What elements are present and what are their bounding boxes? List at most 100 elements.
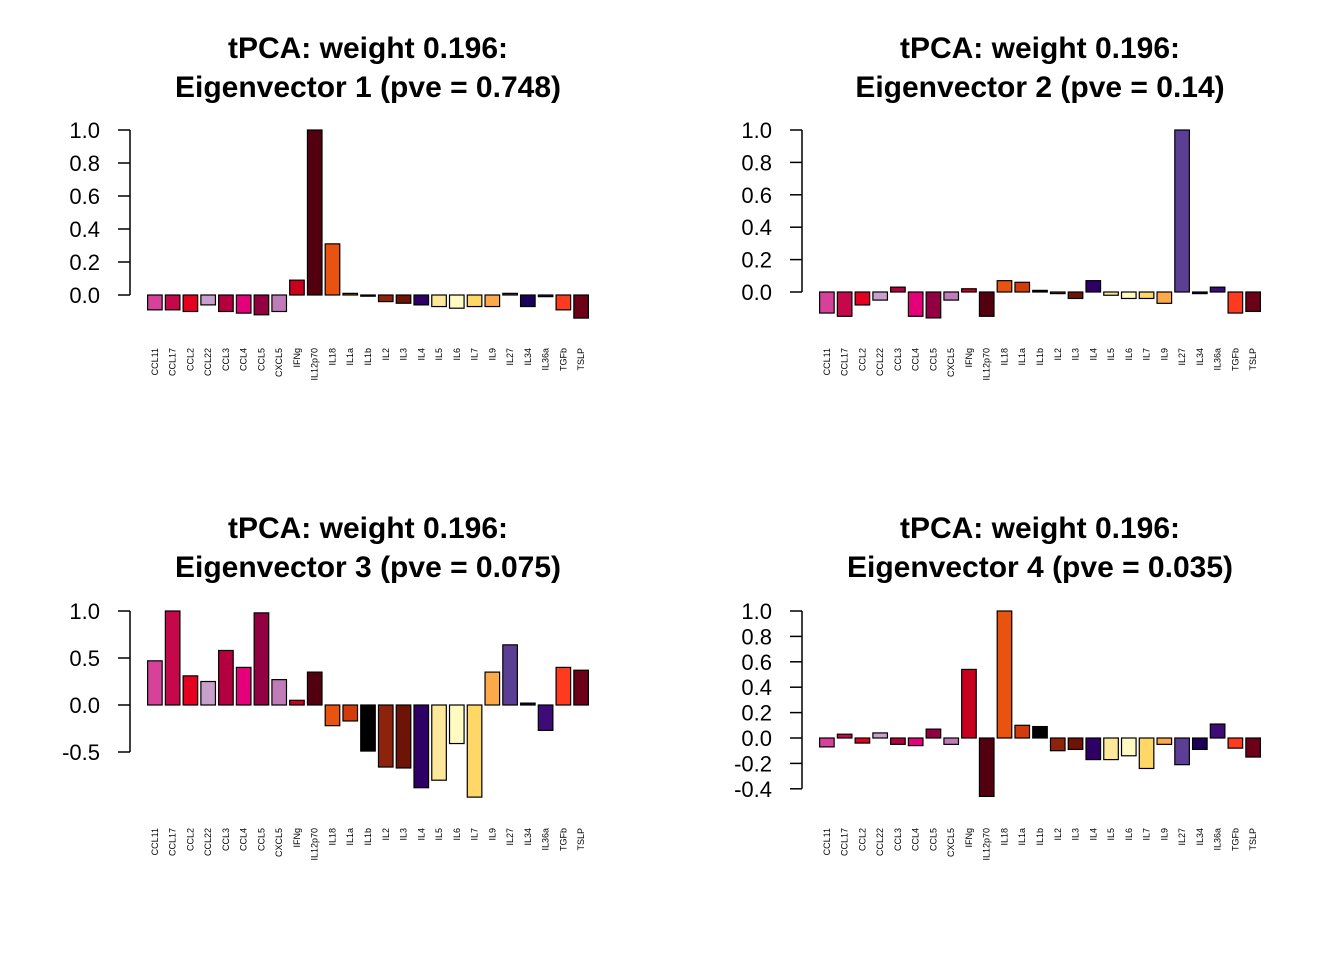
bar-CCL3 xyxy=(890,286,906,293)
bar-IL3 xyxy=(395,704,412,769)
bar-CCL2 xyxy=(182,675,199,706)
bar-IL12p70 xyxy=(978,737,995,798)
bar-IL5 xyxy=(431,294,447,308)
bar-IL1b xyxy=(1032,725,1048,739)
bar-CCL11 xyxy=(818,737,835,748)
x-tick-label: TSLP xyxy=(1248,348,1258,371)
x-tick-label: IL3 xyxy=(1071,348,1081,361)
y-tick-label: 0.8 xyxy=(741,624,772,649)
x-tick-label: IFNg xyxy=(964,348,974,368)
x-tick-label: IL1b xyxy=(363,348,373,366)
bar-IL36a xyxy=(537,704,554,731)
chart-title-line: tPCA: weight 0.196: xyxy=(228,512,508,545)
x-tick-label: CCL4 xyxy=(239,348,249,371)
chart-title-line: tPCA: weight 0.196: xyxy=(900,512,1180,545)
x-tick-label: CCL17 xyxy=(840,348,850,376)
x-tick-label: TSLP xyxy=(576,348,586,371)
bar-CCL22 xyxy=(200,294,217,306)
x-tick-label: IL2 xyxy=(1053,348,1063,361)
x-tick-label: IL36a xyxy=(1213,828,1223,851)
bar-IL5 xyxy=(1103,291,1119,296)
chart-title-line: Eigenvector 3 (pve = 0.075) xyxy=(175,551,561,584)
bar-IL9 xyxy=(484,294,501,308)
x-tick-label: IL34 xyxy=(1195,348,1205,366)
y-tick-label: 0.4 xyxy=(69,217,100,242)
x-tick-label: TGFb xyxy=(1230,828,1240,851)
bar-CCL4 xyxy=(235,666,252,706)
x-tick-label: CCL11 xyxy=(822,348,832,375)
bar-CXCL5 xyxy=(271,679,288,706)
chart-title-line: Eigenvector 4 (pve = 0.035) xyxy=(847,551,1233,584)
bar-IFNg xyxy=(289,279,305,296)
x-tick-label: IL34 xyxy=(1195,828,1205,846)
x-tick-label: IL7 xyxy=(470,828,480,841)
y-tick-label: 0.2 xyxy=(741,248,772,273)
bar-CCL22 xyxy=(872,732,889,739)
bar-IL7 xyxy=(466,704,483,798)
x-tick-label: IL5 xyxy=(1106,348,1116,361)
y-tick-label: -0.2 xyxy=(734,751,772,776)
bar-IL4 xyxy=(1085,280,1102,293)
x-tick-label: IL9 xyxy=(1159,828,1169,841)
x-tick-label: IL36a xyxy=(541,348,551,371)
bar-CCL22 xyxy=(872,291,889,301)
chart-panel-4: tPCA: weight 0.196: Eigenvector 4 (pve = … xyxy=(734,512,1262,861)
bar-IL36a xyxy=(1209,723,1226,739)
x-tick-label: IL36a xyxy=(1213,348,1223,371)
x-tick-label: IL6 xyxy=(452,348,462,361)
x-tick-label: CCL2 xyxy=(185,828,195,851)
x-tick-label: IL4 xyxy=(416,828,426,841)
x-tick-label: CCL2 xyxy=(185,348,195,371)
bar-IL2 xyxy=(377,294,394,303)
bar-TSLP xyxy=(1245,737,1262,758)
bar-IL2 xyxy=(377,704,394,768)
bar-IL34 xyxy=(519,702,536,706)
bar-TGFb xyxy=(555,294,572,311)
y-tick-label: 0.2 xyxy=(741,701,772,726)
bar-TGFb xyxy=(1227,737,1244,749)
bar-IL1a xyxy=(342,292,359,296)
bar-IL1a xyxy=(1014,281,1031,293)
bar-CCL3 xyxy=(890,737,906,745)
bar-CCL17 xyxy=(164,294,181,311)
bar-IL1b xyxy=(360,704,376,752)
x-tick-label: CCL11 xyxy=(150,348,160,375)
bar-CCL17 xyxy=(836,733,853,739)
bar-CCL11 xyxy=(818,291,835,314)
bar-IL2 xyxy=(1049,291,1066,295)
chart-title-line: Eigenvector 1 (pve = 0.748) xyxy=(175,71,561,104)
bar-IL34 xyxy=(519,294,536,308)
bar-IL6 xyxy=(448,704,465,745)
bar-TSLP xyxy=(1245,291,1262,313)
x-tick-label: IL5 xyxy=(434,828,444,841)
bar-IL27 xyxy=(502,644,518,706)
x-tick-label: CCL3 xyxy=(893,828,903,851)
x-tick-label: IL18 xyxy=(327,348,337,366)
x-tick-label: IL3 xyxy=(399,828,409,841)
x-tick-label: CCL4 xyxy=(911,348,921,371)
x-tick-label: IL4 xyxy=(416,348,426,361)
y-tick-label: 0.5 xyxy=(69,646,100,671)
x-tick-label: IL18 xyxy=(999,348,1009,366)
bar-IL18 xyxy=(324,243,341,296)
bar-IL6 xyxy=(448,294,465,309)
y-tick-label: 0.8 xyxy=(741,150,772,175)
bar-IL18 xyxy=(996,610,1013,739)
bar-IL9 xyxy=(484,671,501,706)
bar-CCL2 xyxy=(854,291,871,306)
bar-IL1a xyxy=(342,704,359,722)
x-tick-label: CCL2 xyxy=(857,348,867,371)
x-tick-label: IL2 xyxy=(381,348,391,361)
chart-panel-2: tPCA: weight 0.196: Eigenvector 2 (pve = … xyxy=(741,32,1262,381)
bar-CCL3 xyxy=(218,294,234,313)
bar-IL18 xyxy=(324,704,341,727)
bar-IL12p70 xyxy=(306,129,323,296)
bar-CCL2 xyxy=(182,294,199,313)
chart-title-line: tPCA: weight 0.196: xyxy=(900,32,1180,65)
x-tick-label: IL7 xyxy=(470,348,480,361)
x-tick-label: IL9 xyxy=(487,348,497,361)
x-tick-label: IL6 xyxy=(452,828,462,841)
x-tick-label: CCL22 xyxy=(875,348,885,376)
